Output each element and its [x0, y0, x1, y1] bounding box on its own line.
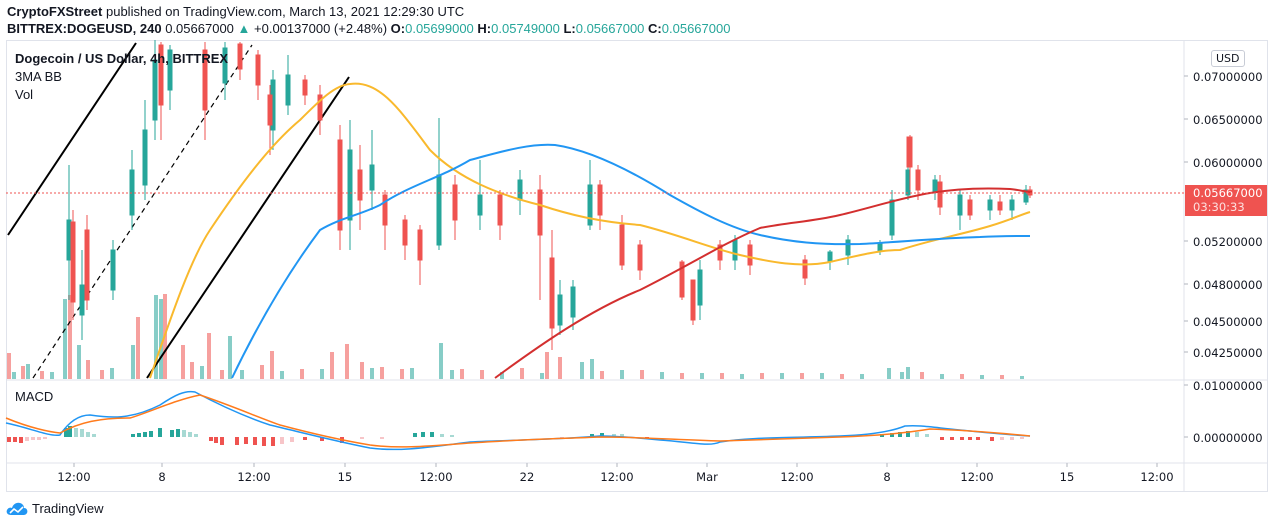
price-candles [66, 40, 1033, 350]
close-label: C: [648, 21, 662, 36]
open-value: 0.05699000 [405, 21, 474, 36]
time-tick: 8 [883, 470, 891, 484]
time-tick: 8 [158, 470, 166, 484]
price-tick: 0.04800000 [1193, 278, 1263, 292]
close-value: 0.05667000 [661, 21, 731, 36]
price-tick: 0.04500000 [1193, 315, 1263, 329]
time-tick: 15 [337, 470, 353, 484]
macd-line [5, 390, 1031, 451]
price-tick: 0.06000000 [1193, 156, 1263, 170]
price-tick: 0.05200000 [1193, 235, 1263, 249]
currency-button[interactable]: USD [1211, 50, 1245, 67]
ma-fast-line [149, 82, 1031, 379]
time-tick: 12:00 [419, 470, 453, 484]
price-change: +0.00137000 (+2.48%) [254, 21, 388, 36]
symbol-label: BITTREX:DOGEUSD, 240 [7, 21, 162, 36]
published-text: published on TradingView.com, March 13, … [105, 4, 465, 19]
tradingview-cloud-icon [6, 502, 28, 515]
current-price-tag: 0.05667000 03:30:33 [1185, 185, 1267, 216]
time-tick: 12:00 [780, 470, 814, 484]
chart-frame [6, 40, 1268, 492]
time-tick: 12:00 [960, 470, 994, 484]
time-tick: 12:00 [57, 470, 91, 484]
symbol-legend-title: Dogecoin / US Dollar, 4h, BITTREX [15, 51, 229, 66]
publisher-name: CryptoFXStreet [7, 4, 103, 19]
tradingview-logo[interactable]: TradingView [6, 501, 104, 516]
time-tick: 12:00 [600, 470, 634, 484]
time-tick: 22 [519, 470, 535, 484]
signal-line [5, 394, 1031, 448]
symbol-info: BITTREX:DOGEUSD, 240 0.05667000 ▲ +0.001… [7, 21, 730, 36]
high-label: H: [477, 21, 492, 36]
indicator-3ma-bb[interactable]: 3MA BB [15, 69, 62, 84]
bar-countdown: 03:30:33 [1193, 200, 1245, 214]
time-tick: Mar [696, 470, 718, 484]
price-tick: 0.04250000 [1193, 346, 1263, 360]
time-tick: 12:00 [1140, 470, 1174, 484]
current-price-value: 0.05667000 [1193, 186, 1263, 200]
price-tick: 0.07000000 [1193, 70, 1263, 84]
up-arrow-icon: ▲ [237, 21, 251, 36]
time-tick: 15 [1059, 470, 1075, 484]
macd-tick: 0.00000000 [1193, 431, 1263, 445]
publish-info: CryptoFXStreet published on TradingView.… [7, 4, 464, 19]
ma-mid-line [231, 143, 1031, 379]
open-label: O: [390, 21, 406, 36]
indicator-vol[interactable]: Vol [15, 87, 34, 102]
last-price: 0.05667000 [165, 21, 234, 36]
time-tick: 12:00 [237, 470, 271, 484]
macd-tick: 0.01000000 [1193, 379, 1263, 393]
trend-channel [7, 42, 350, 379]
ma-slow-line [494, 187, 1033, 379]
tradingview-brand: TradingView [32, 501, 104, 516]
high-value: 0.05749000 [491, 21, 560, 36]
low-label: L: [563, 21, 576, 36]
indicator-macd[interactable]: MACD [15, 389, 54, 404]
low-value: 0.05667000 [575, 21, 645, 36]
volume-bars [7, 294, 1024, 379]
price-tick: 0.06500000 [1193, 113, 1263, 127]
